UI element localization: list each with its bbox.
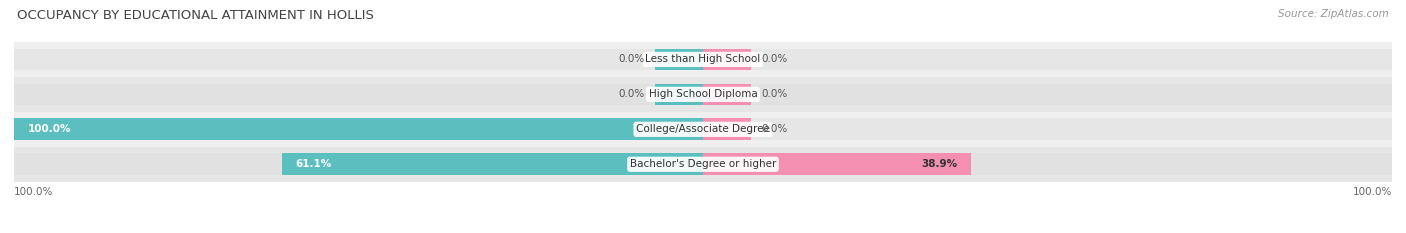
Bar [14, 84, 703, 105]
Bar [14, 154, 703, 175]
Text: 61.1%: 61.1% [295, 159, 332, 169]
Bar [703, 118, 1392, 140]
Bar [703, 154, 972, 175]
Bar [14, 118, 703, 140]
Bar [703, 49, 751, 70]
Bar [655, 84, 703, 105]
Bar [703, 84, 751, 105]
Text: Bachelor's Degree or higher: Bachelor's Degree or higher [630, 159, 776, 169]
Text: College/Associate Degree: College/Associate Degree [636, 124, 770, 134]
Text: 0.0%: 0.0% [619, 55, 644, 64]
Text: 100.0%: 100.0% [1353, 187, 1392, 197]
Text: 100.0%: 100.0% [28, 124, 72, 134]
Bar [14, 49, 703, 70]
Text: High School Diploma: High School Diploma [648, 89, 758, 99]
Bar [655, 49, 703, 70]
Text: Less than High School: Less than High School [645, 55, 761, 64]
Bar [703, 49, 1392, 70]
Bar [703, 154, 1392, 175]
Text: 0.0%: 0.0% [762, 89, 787, 99]
Bar [703, 84, 1392, 105]
Text: OCCUPANCY BY EDUCATIONAL ATTAINMENT IN HOLLIS: OCCUPANCY BY EDUCATIONAL ATTAINMENT IN H… [17, 9, 374, 22]
Text: 38.9%: 38.9% [921, 159, 957, 169]
Bar [14, 42, 1392, 77]
Legend: Owner-occupied, Renter-occupied: Owner-occupied, Renter-occupied [591, 231, 815, 233]
Bar [14, 118, 703, 140]
Text: 0.0%: 0.0% [762, 55, 787, 64]
Text: 0.0%: 0.0% [762, 124, 787, 134]
Bar [14, 77, 1392, 112]
Bar [283, 154, 703, 175]
Text: Source: ZipAtlas.com: Source: ZipAtlas.com [1278, 9, 1389, 19]
Bar [14, 112, 1392, 147]
Bar [14, 147, 1392, 182]
Text: 0.0%: 0.0% [619, 89, 644, 99]
Text: 100.0%: 100.0% [14, 187, 53, 197]
Bar [703, 118, 751, 140]
